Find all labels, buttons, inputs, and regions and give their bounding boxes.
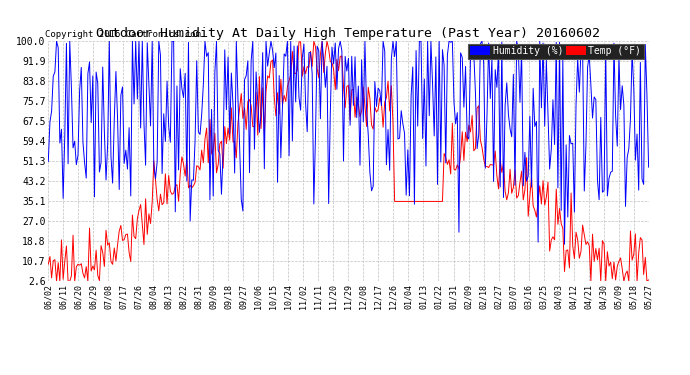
Legend: Humidity (%), Temp (°F): Humidity (%), Temp (°F): [468, 44, 644, 58]
Title: Outdoor Humidity At Daily High Temperature (Past Year) 20160602: Outdoor Humidity At Daily High Temperatu…: [97, 27, 600, 40]
Text: Copyright 2016 Cartronics.com: Copyright 2016 Cartronics.com: [46, 30, 201, 39]
